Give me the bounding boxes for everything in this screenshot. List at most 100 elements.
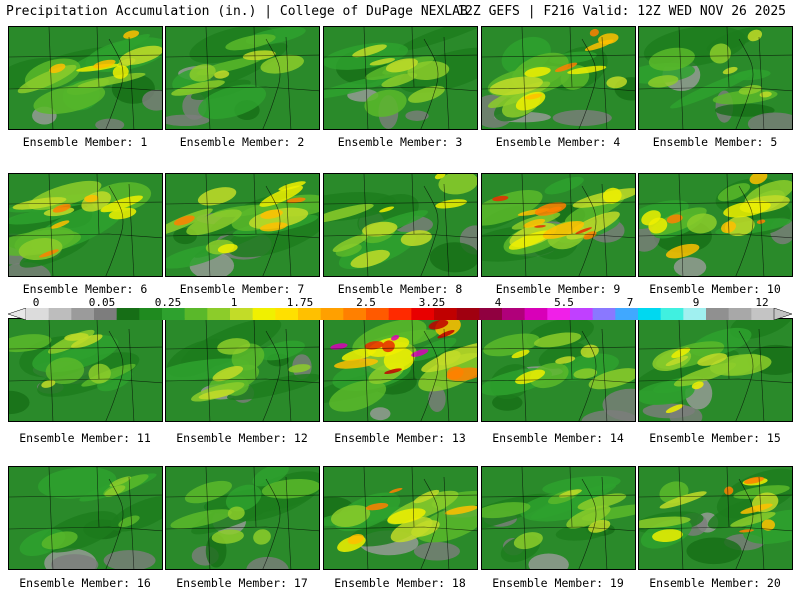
precip-field [639, 319, 792, 421]
colorbar-tick-label: 9 [692, 296, 700, 309]
precip-field [482, 467, 635, 569]
colorbar-swatch [570, 308, 593, 320]
ensemble-map-panel [165, 26, 320, 130]
ensemble-member-label: Ensemble Member: 20 [649, 576, 781, 590]
precip-field [9, 319, 162, 421]
colorbar-tick-label: 5.5 [554, 296, 574, 309]
ensemble-map-panel [323, 466, 478, 570]
ensemble-member-label: Ensemble Member: 8 [337, 282, 463, 296]
colorbar-swatch [411, 308, 435, 320]
ensemble-map-panel [638, 466, 793, 570]
precip-field [639, 174, 792, 276]
ensemble-map-panel [8, 173, 163, 277]
colorbar-swatch [94, 308, 117, 320]
precip-field [166, 27, 319, 129]
ensemble-map-panel [323, 26, 478, 130]
ensemble-member-label: Ensemble Member: 15 [649, 431, 781, 445]
ensemble-member-label: Ensemble Member: 14 [492, 431, 624, 445]
colorbar-swatch [434, 308, 457, 320]
colorbar-swatch [592, 308, 616, 320]
colorbar-swatch [275, 308, 299, 320]
colorbar-swatch [48, 308, 72, 320]
ensemble-map-panel [638, 26, 793, 130]
ensemble-map-panel [481, 173, 636, 277]
colorbar-swatch [343, 308, 367, 320]
precip-field [482, 27, 635, 129]
colorbar-tick-label: 12 [755, 296, 769, 309]
colorbar-swatch [479, 308, 503, 320]
colorbar-swatch [139, 308, 163, 320]
colorbar-tick-label: 2.5 [356, 296, 376, 309]
ensemble-map-panel [638, 173, 793, 277]
colorbar-swatch [683, 308, 707, 320]
ensemble-map-panel [8, 318, 163, 422]
ensemble-map-panel [165, 466, 320, 570]
ensemble-member-label: Ensemble Member: 12 [176, 431, 308, 445]
colorbar-swatch [524, 308, 548, 320]
colorbar-swatch [388, 308, 412, 320]
colorbar-swatch [615, 308, 639, 320]
ensemble-map-panel [323, 318, 478, 422]
precip-field [166, 467, 319, 569]
ensemble-member-label: Ensemble Member: 9 [495, 282, 621, 296]
ensemble-map-panel [481, 318, 636, 422]
precip-field [639, 467, 792, 569]
ensemble-member-label: Ensemble Member: 1 [22, 135, 148, 149]
colorbar-tick-label: 1 [230, 296, 238, 309]
colorbar-tick-label: 4 [494, 296, 502, 309]
header-title: Precipitation Accumulation (in.) | Colle… [6, 4, 468, 19]
colorbar-tick-label: 7 [626, 296, 634, 309]
ensemble-member-label: Ensemble Member: 7 [179, 282, 305, 296]
ensemble-map-panel [481, 26, 636, 130]
colorbar-swatch [71, 308, 95, 320]
colorbar-swatch [728, 308, 752, 320]
colorbar-tick-label: 1.75 [286, 296, 314, 309]
ensemble-map-panel [165, 318, 320, 422]
colorbar-left-arrow [8, 308, 27, 320]
precip-field [9, 174, 162, 276]
colorbar-swatch [502, 308, 525, 320]
ensemble-member-label: Ensemble Member: 6 [22, 282, 148, 296]
precip-field [9, 27, 162, 129]
ensemble-map-panel [323, 173, 478, 277]
colorbar-swatch [547, 308, 571, 320]
colorbar-right-arrow [773, 308, 792, 320]
precip-field [482, 319, 635, 421]
precip-field [324, 319, 477, 421]
colorbar-swatch [184, 308, 208, 320]
ensemble-member-label: Ensemble Member: 19 [492, 576, 624, 590]
colorbar-swatch [706, 308, 729, 320]
colorbar-swatch [116, 308, 140, 320]
colorbar-swatch [751, 308, 775, 320]
colorbar-swatch [638, 308, 661, 320]
precip-field [639, 27, 792, 129]
ensemble-map-panel [481, 466, 636, 570]
precip-field [482, 174, 635, 276]
ensemble-map-panel [638, 318, 793, 422]
ensemble-map-panel [8, 466, 163, 570]
colorbar-labels: 0 0.05 0.25 1 1.75 2.5 3.25 4 5.5 7 9 12 [0, 296, 800, 309]
colorbar-swatch [162, 308, 185, 320]
precip-field [166, 319, 319, 421]
header-run-info: 12Z GEFS | F216 Valid: 12Z WED NOV 26 20… [457, 4, 786, 19]
ensemble-member-label: Ensemble Member: 17 [176, 576, 308, 590]
ensemble-map-panel [165, 173, 320, 277]
colorbar-tick-label: 0.05 [88, 296, 116, 309]
ensemble-member-label: Ensemble Member: 11 [19, 431, 151, 445]
ensemble-member-label: Ensemble Member: 18 [334, 576, 466, 590]
colorbar-swatch [660, 308, 684, 320]
colorbar-swatch [26, 308, 49, 320]
precip-field [324, 174, 477, 276]
colorbar-tick-label: 0.25 [154, 296, 182, 309]
colorbar-tick-label: 3.25 [418, 296, 446, 309]
ensemble-member-label: Ensemble Member: 13 [334, 431, 466, 445]
colorbar-swatch [298, 308, 321, 320]
colorbar-swatch [230, 308, 253, 320]
ensemble-member-label: Ensemble Member: 10 [649, 282, 781, 296]
precip-field [166, 174, 319, 276]
colorbar [8, 308, 792, 320]
precip-field [9, 467, 162, 569]
ensemble-member-label: Ensemble Member: 3 [337, 135, 463, 149]
colorbar-swatch [207, 308, 231, 320]
colorbar-swatch [320, 308, 344, 320]
